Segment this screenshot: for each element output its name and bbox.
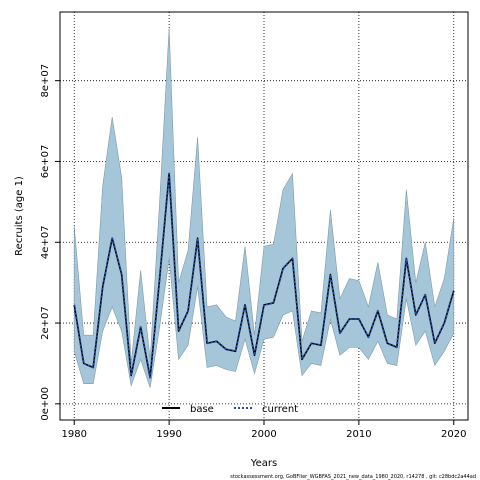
y-tick-label: 4e+07 bbox=[40, 225, 51, 259]
y-axis-title: Recruits (age 1) bbox=[14, 176, 25, 256]
y-axis: 0e+00 2e+07 4e+07 6e+07 8e+07 bbox=[40, 64, 60, 421]
footer-credit: stockassessment.org, GoBFlier_WGBFAS_202… bbox=[230, 474, 476, 480]
x-axis-title: Years bbox=[250, 458, 277, 469]
confidence-band bbox=[73, 28, 455, 388]
legend: base current bbox=[162, 404, 298, 415]
legend-label-base: base bbox=[190, 404, 214, 415]
x-tick-label: 2000 bbox=[251, 429, 276, 440]
series-lines bbox=[73, 172, 455, 379]
x-tick-label: 2010 bbox=[346, 429, 371, 440]
series-line-current bbox=[73, 172, 455, 379]
y-tick-label: 6e+07 bbox=[40, 145, 51, 179]
y-tick-label: 0e+00 bbox=[40, 387, 51, 421]
x-tick-label: 1980 bbox=[62, 429, 87, 440]
x-axis: 1980 1990 2000 2010 2020 bbox=[62, 420, 466, 440]
y-tick-label: 8e+07 bbox=[40, 64, 51, 98]
x-tick-label: 1990 bbox=[156, 429, 181, 440]
legend-label-current: current bbox=[262, 404, 298, 415]
x-tick-label: 2020 bbox=[441, 429, 466, 440]
y-tick-label: 2e+07 bbox=[40, 306, 51, 340]
